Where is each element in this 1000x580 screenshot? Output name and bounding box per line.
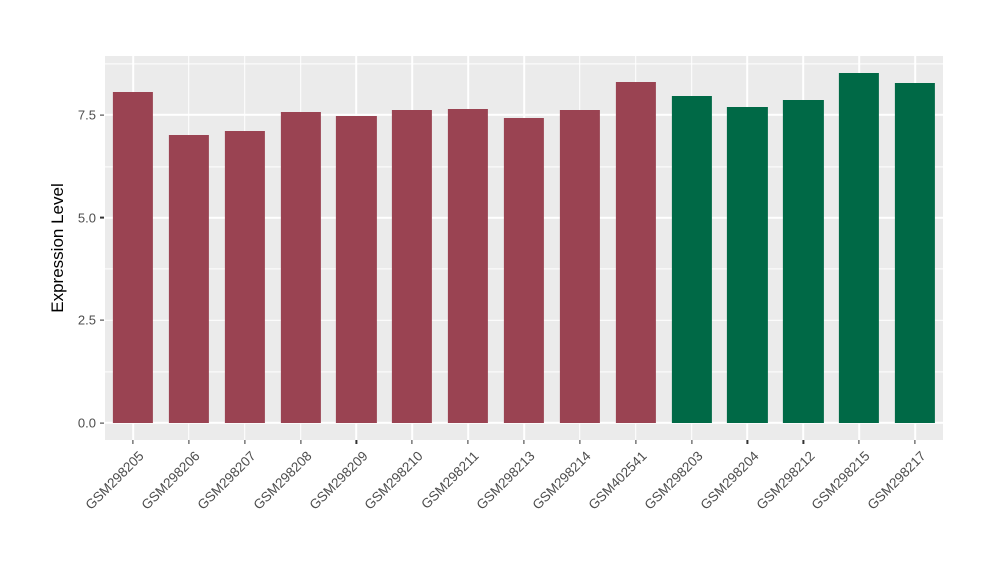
- x-tick-mark: [802, 440, 804, 444]
- bar-GSM298206: [168, 134, 209, 423]
- y-tick-label: 7.5: [77, 107, 96, 123]
- bar-GSM298213: [503, 117, 545, 423]
- bar-GSM298211: [448, 109, 489, 423]
- x-tick-mark: [635, 440, 637, 444]
- bar-GSM298208: [280, 112, 321, 423]
- x-tick-label-GSM298209: GSM298209: [306, 448, 371, 513]
- x-axis: GSM298205 GSM298206 GSM298207 GSM298208 GSM2…: [83, 440, 943, 580]
- x-tick-label-GSM298205: GSM298205: [82, 448, 147, 513]
- x-tick-label-GSM298215: GSM298215: [808, 448, 874, 513]
- x-tick-label-GSM298207: GSM298207: [194, 448, 259, 513]
- bar-GSM298212: [783, 100, 824, 423]
- x-tick-label-GSM298213: GSM298213: [473, 448, 538, 513]
- x-tick-label-GSM298203: GSM298203: [641, 448, 706, 513]
- bar-GSM298217: [894, 83, 936, 423]
- x-tick-label-GSM298217: GSM298217: [864, 448, 929, 513]
- x-tick-mark: [355, 440, 357, 444]
- y-tick-mark: [100, 319, 104, 321]
- y-tick-label: 5.0: [77, 210, 96, 226]
- x-tick-label-GSM402541: GSM402541: [585, 448, 650, 513]
- y-axis: 0.0 2.5 5.0 7.5: [0, 56, 105, 440]
- y-tick-mark: [100, 114, 104, 116]
- x-tick-mark: [579, 440, 581, 444]
- x-tick-label-GSM298214: GSM298214: [529, 448, 594, 513]
- plot-panel: [105, 56, 943, 440]
- y-tick-mark: [100, 422, 104, 424]
- x-tick-mark: [244, 440, 246, 444]
- x-tick-mark: [746, 440, 749, 444]
- y-tick-label: 2.5: [77, 312, 96, 328]
- x-tick-label-GSM298206: GSM298206: [138, 448, 203, 513]
- x-tick-mark: [411, 440, 413, 444]
- x-tick-label-GSM298208: GSM298208: [250, 448, 315, 513]
- bar-GSM402541: [615, 81, 656, 423]
- x-tick-label-GSM298212: GSM298212: [753, 448, 818, 513]
- bar-GSM298204: [727, 106, 768, 423]
- bar-GSM298210: [392, 110, 433, 423]
- x-tick-label-GSM298210: GSM298210: [361, 448, 427, 513]
- bar-GSM298209: [336, 115, 377, 423]
- x-tick-mark: [523, 440, 525, 444]
- x-tick-mark: [691, 440, 693, 444]
- x-tick-label-GSM298204: GSM298204: [697, 448, 762, 513]
- bar-GSM298214: [559, 110, 600, 423]
- bars-layer: [105, 56, 943, 440]
- x-tick-mark: [467, 440, 469, 444]
- bar-GSM298205: [112, 92, 154, 423]
- bar-GSM298207: [224, 131, 265, 423]
- bar-GSM298203: [671, 95, 712, 423]
- x-tick-label-GSM298211: GSM298211: [418, 448, 483, 512]
- x-tick-mark: [132, 440, 134, 444]
- x-tick-mark: [299, 440, 302, 444]
- x-tick-mark: [914, 440, 916, 444]
- y-tick-label: 0.0: [77, 415, 96, 431]
- x-tick-mark: [188, 440, 190, 444]
- y-tick-mark: [100, 217, 104, 219]
- bar-GSM298215: [839, 73, 880, 423]
- x-tick-mark: [858, 440, 860, 444]
